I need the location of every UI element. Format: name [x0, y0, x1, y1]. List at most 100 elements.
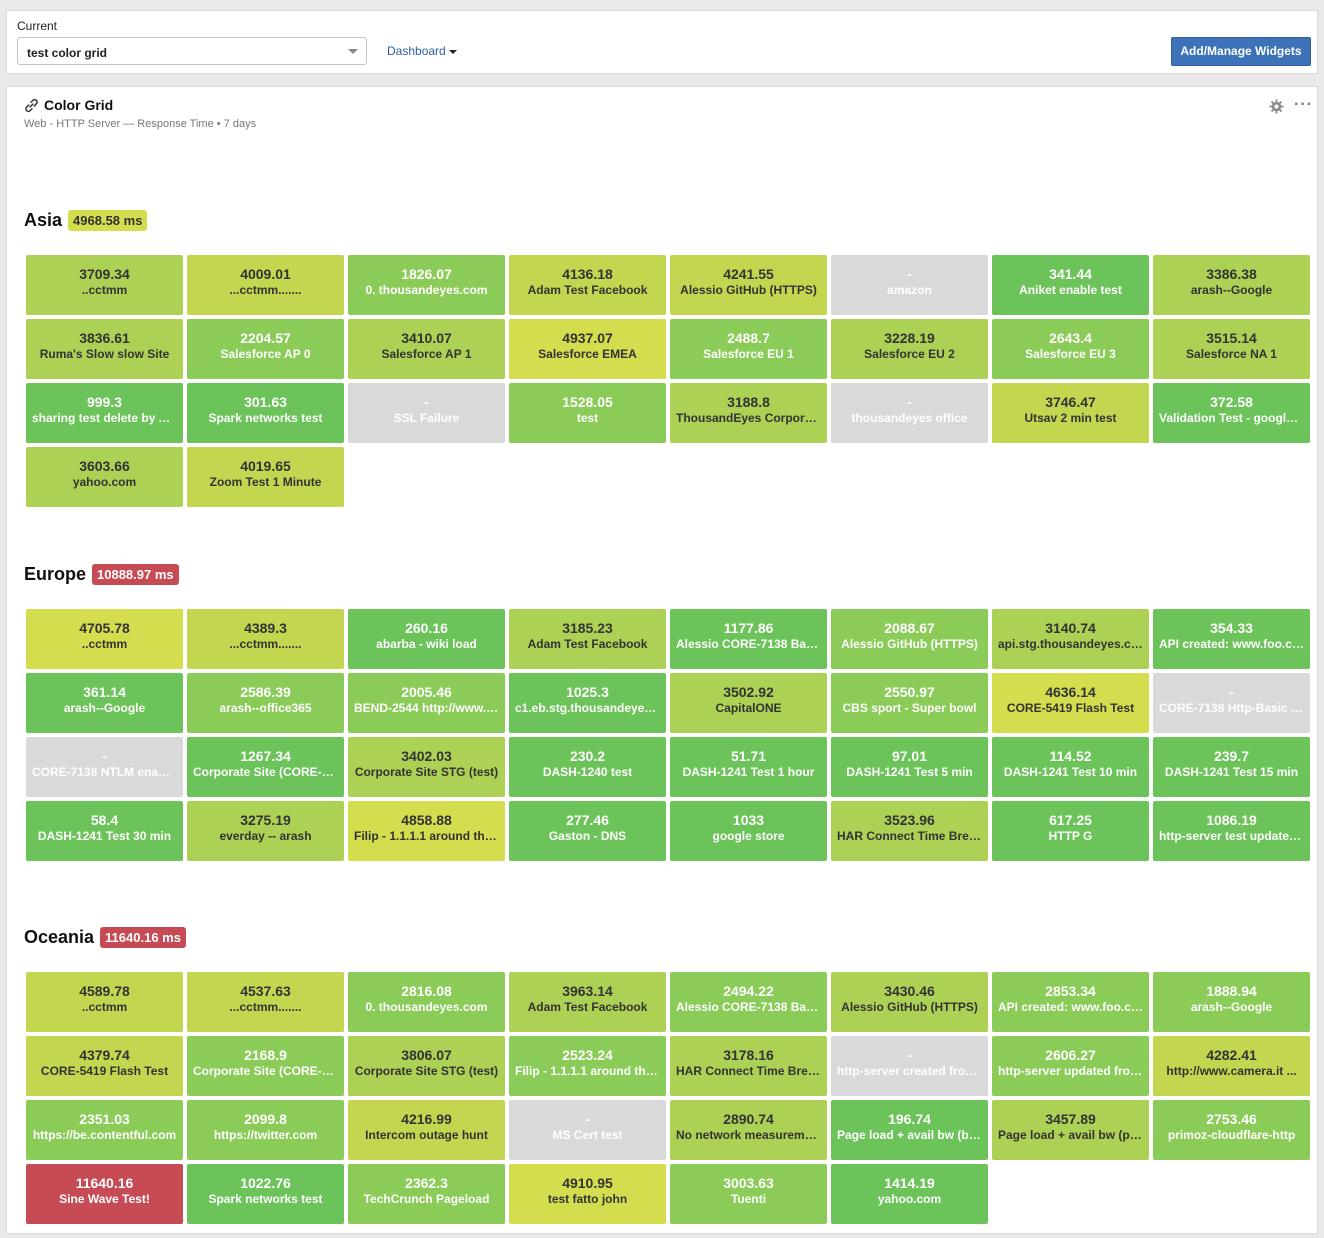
color-tile[interactable]: 2643.4 Salesforce EU 3 [992, 319, 1149, 379]
color-tile[interactable]: 4379.74 CORE-5419 Flash Test [26, 1036, 183, 1096]
color-tile[interactable]: 3430.46 Alessio GitHub (HTTPS) [831, 972, 988, 1032]
color-tile[interactable]: 2005.46 BEND-2544 http://www.test [348, 673, 505, 733]
color-tile[interactable]: 4136.18 Adam Test Facebook [509, 255, 666, 315]
color-tile[interactable]: 1888.94 arash--Google [1153, 972, 1310, 1032]
color-tile[interactable]: 1826.07 0. thousandeyes.com [348, 255, 505, 315]
color-tile[interactable]: 1528.05 test [509, 383, 666, 443]
color-tile[interactable]: 3806.07 Corporate Site STG (test) [348, 1036, 505, 1096]
color-tile[interactable]: 3457.89 Page load + avail bw (page) [992, 1100, 1149, 1160]
add-manage-widgets-button[interactable]: Add/Manage Widgets [1171, 37, 1311, 66]
link-icon[interactable] [24, 98, 39, 113]
color-tile[interactable]: 3746.47 Utsav 2 min test [992, 383, 1149, 443]
color-tile[interactable]: 3402.03 Corporate Site STG (test) [348, 737, 505, 797]
color-tile[interactable]: 301.63 Spark networks test [187, 383, 344, 443]
color-tile[interactable]: - CORE-7138 Http-Basic Auth [1153, 673, 1310, 733]
tile-value: 2890.74 [723, 1111, 774, 1127]
color-tile[interactable]: 2890.74 No network measurements [670, 1100, 827, 1160]
color-tile[interactable]: 2753.46 primoz-cloudflare-http [1153, 1100, 1310, 1160]
color-tile[interactable]: 4216.99 Intercom outage hunt [348, 1100, 505, 1160]
color-tile[interactable]: 1414.19 yahoo.com [831, 1164, 988, 1224]
color-tile[interactable]: 4705.78 ..cctmm [26, 609, 183, 669]
color-tile[interactable]: 3275.19 everday -- arash [187, 801, 344, 861]
tile-value: 2351.03 [79, 1111, 130, 1127]
color-tile[interactable]: 2351.03 https://be.contentful.com [26, 1100, 183, 1160]
color-tile[interactable]: 97.01 DASH-1241 Test 5 min [831, 737, 988, 797]
color-tile[interactable]: - SSL Failure [348, 383, 505, 443]
tile-test-name: ...cctmm....... [229, 1000, 302, 1014]
color-tile[interactable]: 3515.14 Salesforce NA 1 [1153, 319, 1310, 379]
color-tile[interactable]: 2362.3 TechCrunch Pageload [348, 1164, 505, 1224]
color-tile[interactable]: - CORE-7138 NTLM enabled [26, 737, 183, 797]
color-tile[interactable]: 11640.16 Sine Wave Test! [26, 1164, 183, 1224]
tile-value: 2853.34 [1045, 983, 1096, 999]
color-tile[interactable]: 2204.57 Salesforce AP 0 [187, 319, 344, 379]
color-tile[interactable]: - http-server created from API [831, 1036, 988, 1096]
color-tile[interactable]: 3185.23 Adam Test Facebook [509, 609, 666, 669]
color-tile[interactable]: 2853.34 API created: www.foo.com [992, 972, 1149, 1032]
color-tile[interactable]: 4937.07 Salesforce EMEA [509, 319, 666, 379]
color-tile[interactable]: 4589.78 ..cctmm [26, 972, 183, 1032]
color-tile[interactable]: 260.16 abarba - wiki load [348, 609, 505, 669]
color-tile[interactable]: 4241.55 Alessio GitHub (HTTPS) [670, 255, 827, 315]
color-tile[interactable]: 1025.3 c1.eb.stg.thousandeyes.com [509, 673, 666, 733]
dashboard-menu-button[interactable]: Dashboard [387, 44, 457, 58]
color-tile[interactable]: 999.3 sharing test delete by Arash [26, 383, 183, 443]
color-tile[interactable]: 372.58 Validation Test - google.com [1153, 383, 1310, 443]
color-tile[interactable]: 1033 google store [670, 801, 827, 861]
color-tile[interactable]: 3603.66 yahoo.com [26, 447, 183, 507]
color-tile[interactable]: 341.44 Aniket enable test [992, 255, 1149, 315]
color-tile[interactable]: 3502.92 CapitalONE [670, 673, 827, 733]
color-tile[interactable]: 3003.63 Tuenti [670, 1164, 827, 1224]
color-tile[interactable]: 4009.01 ...cctmm....... [187, 255, 344, 315]
color-tile[interactable]: 2816.08 0. thousandeyes.com [348, 972, 505, 1032]
color-tile[interactable]: 361.14 arash--Google [26, 673, 183, 733]
color-tile[interactable]: 3228.19 Salesforce EU 2 [831, 319, 988, 379]
color-tile[interactable]: 277.46 Gaston - DNS [509, 801, 666, 861]
color-tile[interactable]: 239.7 DASH-1241 Test 15 min [1153, 737, 1310, 797]
color-tile[interactable]: 4910.95 test fatto john [509, 1164, 666, 1224]
color-tile[interactable]: - MS Cert test [509, 1100, 666, 1160]
color-tile[interactable]: 4537.63 ...cctmm....... [187, 972, 344, 1032]
color-tile[interactable]: 354.33 API created: www.foo.com [1153, 609, 1310, 669]
color-tile[interactable]: 617.25 HTTP G [992, 801, 1149, 861]
color-tile[interactable]: 230.2 DASH-1240 test [509, 737, 666, 797]
color-tile[interactable]: 2168.9 Corporate Site (CORE-1234) [187, 1036, 344, 1096]
color-tile[interactable]: - thousandeyes office [831, 383, 988, 443]
color-tile[interactable]: 2550.97 CBS sport - Super bowl [831, 673, 988, 733]
tile-test-name: yahoo.com [72, 475, 137, 489]
color-tile[interactable]: 114.52 DASH-1241 Test 10 min [992, 737, 1149, 797]
color-tile[interactable]: 4389.3 ...cctmm....... [187, 609, 344, 669]
tile-value: 3228.19 [884, 330, 935, 346]
color-tile[interactable]: 4019.65 Zoom Test 1 Minute [187, 447, 344, 507]
color-tile[interactable]: 3963.14 Adam Test Facebook [509, 972, 666, 1032]
dashboard-select[interactable]: test color grid [17, 37, 367, 65]
color-tile[interactable]: 4636.14 CORE-5419 Flash Test [992, 673, 1149, 733]
gear-icon[interactable] [1269, 99, 1284, 114]
color-tile[interactable]: 1022.76 Spark networks test [187, 1164, 344, 1224]
color-tile[interactable]: 2488.7 Salesforce EU 1 [670, 319, 827, 379]
color-tile[interactable]: 2606.27 http-server updated from API [992, 1036, 1149, 1096]
color-tile[interactable]: 3836.61 Ruma's Slow slow Site [26, 319, 183, 379]
color-tile[interactable]: 3709.34 ..cctmm [26, 255, 183, 315]
color-tile[interactable]: 3386.38 arash--Google [1153, 255, 1310, 315]
color-tile[interactable]: 3140.74 api.stg.thousandeyes.com [992, 609, 1149, 669]
color-tile[interactable]: 1267.34 Corporate Site (CORE-1234) [187, 737, 344, 797]
color-tile[interactable]: 2088.67 Alessio GitHub (HTTPS) [831, 609, 988, 669]
color-tile[interactable]: - amazon [831, 255, 988, 315]
color-tile[interactable]: 196.74 Page load + avail bw (both) [831, 1100, 988, 1160]
color-tile[interactable]: 3410.07 Salesforce AP 1 [348, 319, 505, 379]
color-tile[interactable]: 2099.8 https://twitter.com [187, 1100, 344, 1160]
color-tile[interactable]: 2586.39 arash--office365 [187, 673, 344, 733]
color-tile[interactable]: 58.4 DASH-1241 Test 30 min [26, 801, 183, 861]
more-options-icon[interactable]: ··· [1294, 96, 1313, 113]
color-tile[interactable]: 51.71 DASH-1241 Test 1 hour [670, 737, 827, 797]
color-tile[interactable]: 4282.41 http://www.camera.it ... [1153, 1036, 1310, 1096]
